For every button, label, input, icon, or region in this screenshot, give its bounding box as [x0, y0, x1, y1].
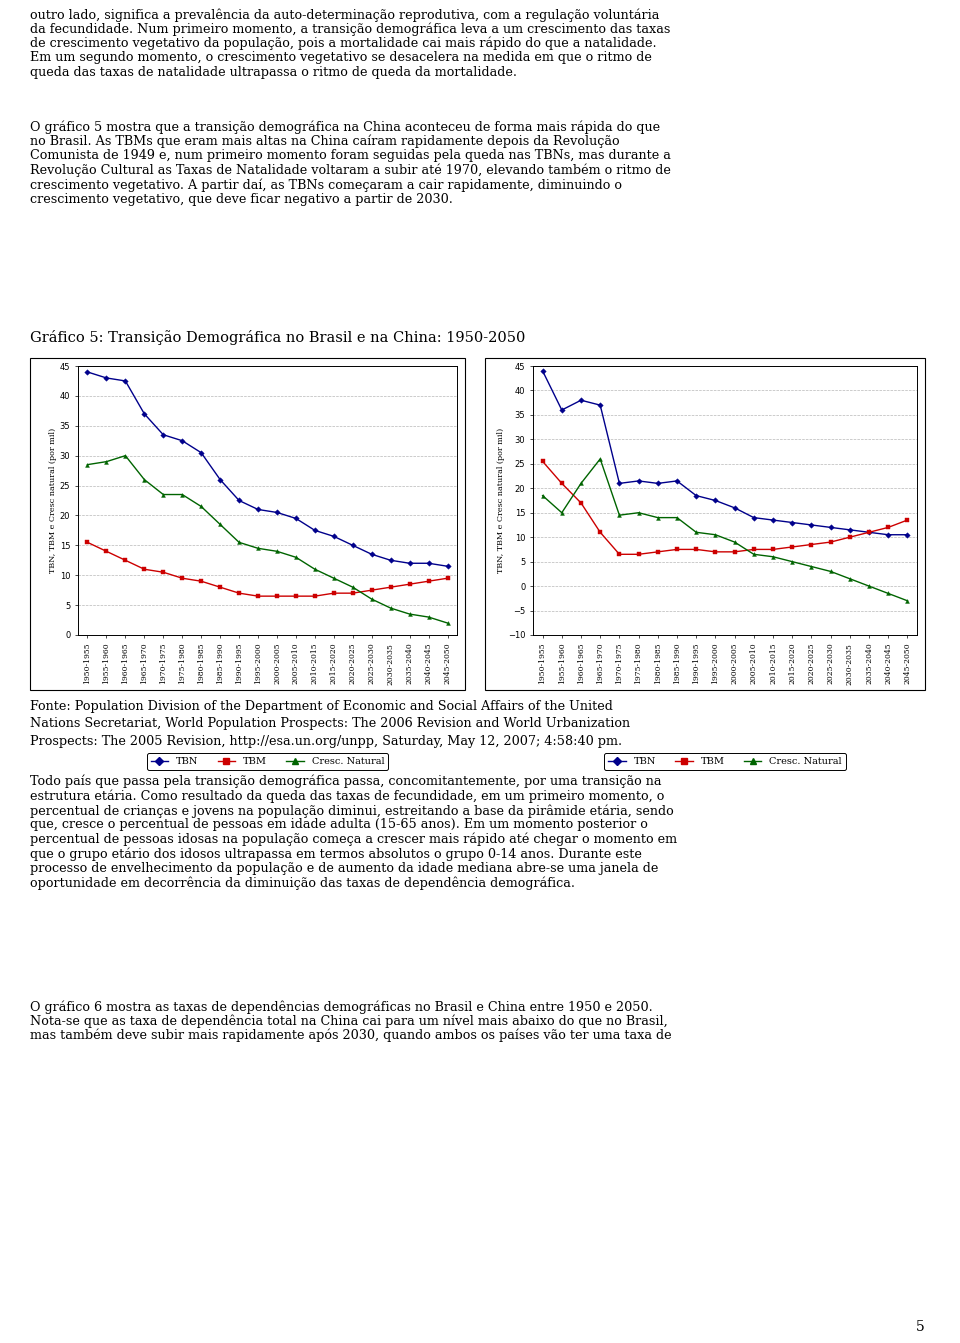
Text: que o grupo etário dos idosos ultrapassa em termos absolutos o grupo 0-14 anos. : que o grupo etário dos idosos ultrapassa…: [30, 847, 642, 861]
Text: Todo país que passa pela transição demográfica passa, concomitantemente, por uma: Todo país que passa pela transição demog…: [30, 775, 661, 788]
Text: O gráfico 6 mostra as taxas de dependências demográficas no Brasil e China entre: O gráfico 6 mostra as taxas de dependênc…: [30, 1001, 653, 1014]
Text: Nota-se que as taxa de dependência total na China cai para um nível mais abaixo : Nota-se que as taxa de dependência total…: [30, 1014, 668, 1027]
Legend: TBN, TBM, Cresc. Natural: TBN, TBM, Cresc. Natural: [147, 753, 388, 770]
Text: percentual de pessoas idosas na população começa a crescer mais rápido até chega: percentual de pessoas idosas na populaçã…: [30, 833, 677, 846]
Text: 5: 5: [916, 1320, 925, 1334]
Text: Nations Secretariat, World Population Prospects: The 2006 Revision and World Urb: Nations Secretariat, World Population Pr…: [30, 717, 630, 731]
Text: crescimento vegetativo, que deve ficar negativo a partir de 2030.: crescimento vegetativo, que deve ficar n…: [30, 192, 453, 205]
Text: queda das taxas de natalidade ultrapassa o ritmo de queda da mortalidade.: queda das taxas de natalidade ultrapassa…: [30, 66, 517, 79]
Text: estrutura etária. Como resultado da queda das taxas de fecundidade, em um primei: estrutura etária. Como resultado da qued…: [30, 790, 664, 803]
Text: Gráfico 5: Transição Demográfica no Brasil e na China: 1950-2050: Gráfico 5: Transição Demográfica no Bras…: [30, 330, 525, 345]
Text: outro lado, significa a prevalência da auto-determinação reprodutiva, com a regu: outro lado, significa a prevalência da a…: [30, 8, 660, 21]
Text: Fonte: Population Division of the Department of Economic and Social Affairs of t: Fonte: Population Division of the Depart…: [30, 700, 612, 713]
Text: Revolução Cultural as Taxas de Natalidade voltaram a subir até 1970, elevando ta: Revolução Cultural as Taxas de Natalidad…: [30, 164, 671, 177]
Text: Em um segundo momento, o crescimento vegetativo se desacelera na medida em que o: Em um segundo momento, o crescimento veg…: [30, 51, 652, 64]
Text: no Brasil. As TBMs que eram mais altas na China caíram rapidamente depois da Rev: no Brasil. As TBMs que eram mais altas n…: [30, 134, 619, 148]
Text: crescimento vegetativo. A partir daí, as TBNs começaram a cair rapidamente, dimi: crescimento vegetativo. A partir daí, as…: [30, 179, 622, 192]
Text: processo de envelhecimento da população e de aumento da idade mediana abre-se um: processo de envelhecimento da população …: [30, 862, 659, 876]
Text: O gráfico 5 mostra que a transição demográfica na China aconteceu de forma mais : O gráfico 5 mostra que a transição demog…: [30, 120, 660, 133]
Text: mas também deve subir mais rapidamente após 2030, quando ambos os países vão ter: mas também deve subir mais rapidamente a…: [30, 1029, 672, 1042]
Text: da fecundidade. Num primeiro momento, a transição demográfica leva a um crescime: da fecundidade. Num primeiro momento, a …: [30, 23, 670, 36]
Text: percentual de crianças e jovens na população diminui, estreitando a base da pirâ: percentual de crianças e jovens na popul…: [30, 804, 674, 818]
Text: que, cresce o percentual de pessoas em idade adulta (15-65 anos). Em um momento : que, cresce o percentual de pessoas em i…: [30, 818, 648, 831]
Text: Prospects: The 2005 Revision, http://esa.un.org/unpp, Saturday, May 12, 2007; 4:: Prospects: The 2005 Revision, http://esa…: [30, 735, 622, 748]
Y-axis label: TBN, TBM e Cresc natural (por mil): TBN, TBM e Cresc natural (por mil): [49, 428, 57, 573]
Legend: TBN, TBM, Cresc. Natural: TBN, TBM, Cresc. Natural: [604, 753, 846, 770]
Text: oportunidade em decorrência da diminuição das taxas de dependência demográfica.: oportunidade em decorrência da diminuiçã…: [30, 877, 575, 890]
Y-axis label: TBN, TBM e Cresc natural (por mil): TBN, TBM e Cresc natural (por mil): [497, 428, 505, 573]
Text: de crescimento vegetativo da população, pois a mortalidade cai mais rápido do qu: de crescimento vegetativo da população, …: [30, 38, 657, 51]
Text: Comunista de 1949 e, num primeiro momento foram seguidas pela queda nas TBNs, ma: Comunista de 1949 e, num primeiro moment…: [30, 149, 671, 163]
